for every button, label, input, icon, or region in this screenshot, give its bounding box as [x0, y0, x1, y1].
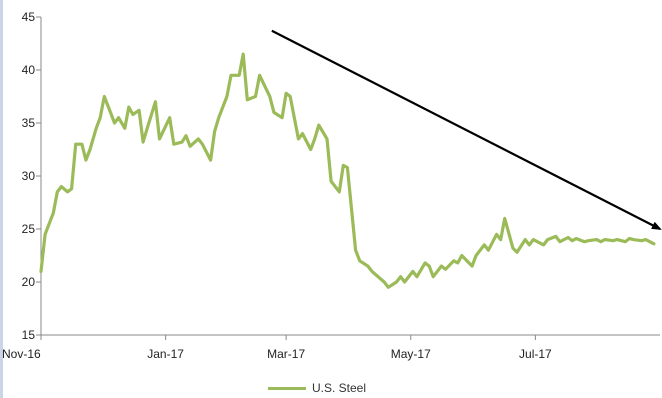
legend-swatch	[268, 386, 306, 390]
y-tick-label: 15	[22, 328, 36, 342]
y-axis: 15 20 25 30 35 40 45	[22, 10, 42, 342]
trend-arrow	[271, 29, 662, 230]
series-line-us-steel	[39, 52, 656, 289]
left-border-strip	[0, 0, 3, 398]
legend-label: U.S. Steel	[312, 381, 367, 395]
annotation-layer	[271, 29, 662, 230]
x-tick-label: Mar-17	[267, 347, 305, 361]
x-tick-label: Jan-17	[147, 347, 184, 361]
x-axis: Nov-16 Jan-17 Mar-17 May-17 Jul-17	[2, 334, 660, 361]
y-tick-label: 35	[22, 116, 36, 130]
chart-legend: U.S. Steel	[268, 381, 366, 395]
x-tick-label: Nov-16	[2, 347, 41, 361]
y-tick-label: 40	[22, 63, 36, 77]
series-layer	[39, 52, 656, 289]
y-tick-label: 30	[22, 169, 36, 183]
y-tick-label: 25	[22, 222, 36, 236]
y-tick-label: 45	[22, 10, 36, 24]
x-tick-label: May-17	[391, 347, 431, 361]
x-tick-label: Jul-17	[519, 347, 552, 361]
y-tick-label: 20	[22, 275, 36, 289]
